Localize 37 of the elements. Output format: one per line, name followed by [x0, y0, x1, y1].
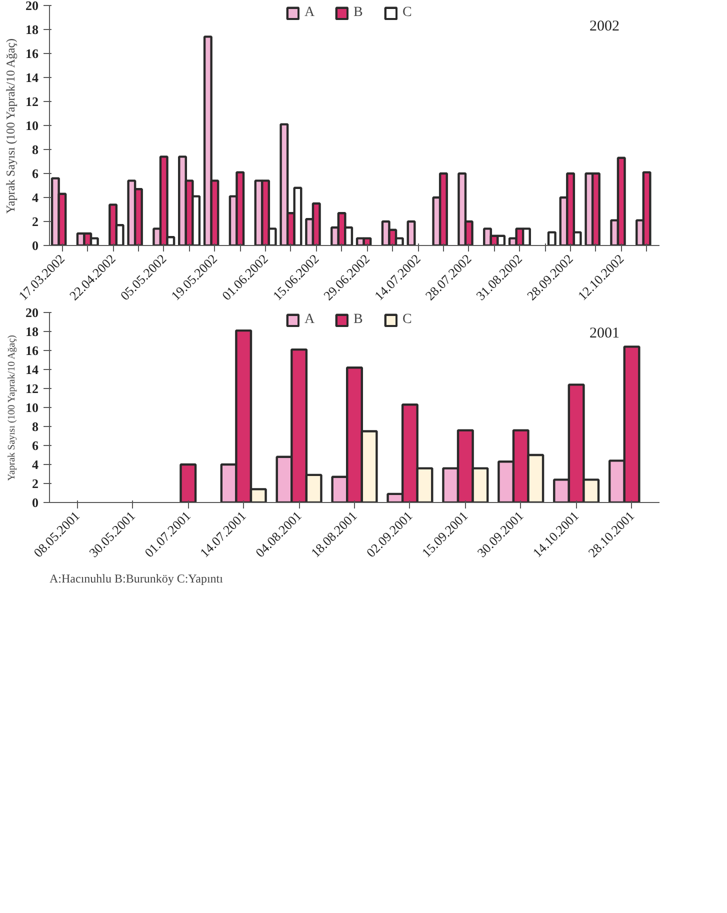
legend-label: B: [354, 312, 364, 328]
y-tick-label: 2: [32, 476, 38, 491]
y-tick-label: 18: [26, 324, 39, 339]
y-tick-label: 4: [32, 190, 39, 205]
y-tick-label: 6: [32, 438, 39, 453]
y-tick-label: 16: [26, 343, 39, 358]
y-tick-label: 8: [32, 419, 39, 434]
y-tick-label: 0: [32, 238, 38, 253]
bar: [406, 220, 416, 246]
text: A:Hacınuhlu B:Burunköy C:Yapıntı: [50, 572, 224, 586]
legend-label: A: [304, 5, 316, 21]
y-tick-label: 0: [32, 495, 38, 510]
y-tick-label: 12: [26, 94, 38, 109]
y-tick-label: 6: [32, 166, 39, 181]
y-tick-label: 12: [26, 381, 38, 396]
y-tick-label: 10: [26, 400, 38, 415]
y-tick-label: 14: [26, 362, 39, 377]
legend-label: C: [402, 312, 413, 328]
bar: [280, 123, 289, 246]
y-axis-title: Yaprak Sayısı (100 Yaprak/10 Ağaç): [6, 335, 18, 481]
annotation: 2001: [590, 326, 620, 342]
y-tick-label: 4: [32, 457, 39, 472]
y-tick-label: 16: [26, 46, 39, 61]
y-tick-label: 10: [26, 118, 38, 133]
legend-label: B: [354, 5, 364, 21]
y-tick-label: 20: [26, 0, 38, 13]
bar: [547, 231, 556, 246]
annotation: 2002: [590, 18, 620, 34]
y-tick-label: 14: [26, 70, 39, 85]
y-tick-label: 2: [32, 214, 38, 229]
y-tick-label: 8: [32, 142, 39, 157]
y-tick-label: 18: [26, 22, 39, 37]
legend-label: C: [402, 5, 413, 21]
y-axis-title: Yaprak Sayısı (100 Yaprak/10 Ağaç): [4, 38, 18, 214]
bar: [180, 463, 197, 502]
y-tick-label: 20: [26, 305, 38, 320]
legend-label: A: [304, 312, 316, 328]
